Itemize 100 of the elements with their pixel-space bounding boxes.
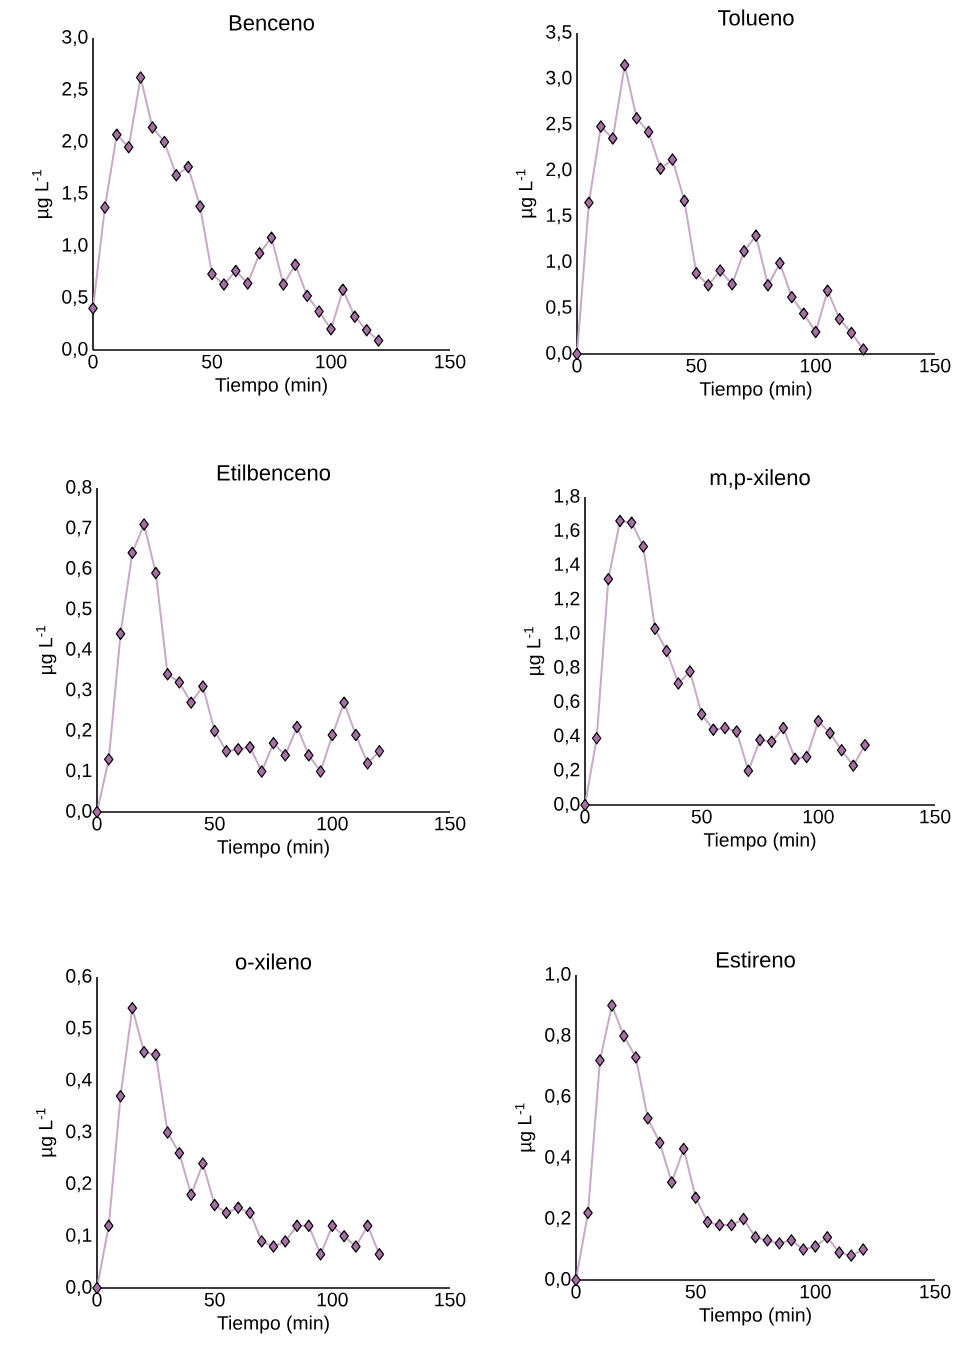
point xyxy=(591,732,602,745)
point xyxy=(351,1240,361,1253)
point xyxy=(836,744,847,757)
point xyxy=(626,516,637,529)
y-tick-label: 3,0 xyxy=(62,29,88,46)
point xyxy=(127,546,138,559)
point xyxy=(174,1147,185,1160)
point xyxy=(186,696,196,709)
point xyxy=(186,1188,196,1201)
point xyxy=(195,200,205,213)
point xyxy=(690,1191,701,1204)
point xyxy=(362,757,373,770)
point xyxy=(339,1229,349,1243)
y-tick-label: 1,0 xyxy=(546,254,572,271)
y-tick-label: 0,4 xyxy=(554,728,580,745)
point xyxy=(139,1045,149,1059)
point xyxy=(702,1215,713,1229)
y-tick-label: 0,6 xyxy=(66,561,92,577)
point xyxy=(834,312,845,326)
x-tick-label: 0 xyxy=(92,816,102,831)
y-tick-label: 0,3 xyxy=(66,682,92,699)
x-tick-label: 150 xyxy=(435,816,466,831)
y-tick-label: 0,6 xyxy=(545,1089,571,1105)
x-tick-label: 100 xyxy=(317,816,348,831)
point xyxy=(103,753,114,766)
point xyxy=(147,121,158,134)
point xyxy=(207,267,217,281)
y-tick-label: 0,2 xyxy=(66,723,92,739)
point xyxy=(245,1206,255,1220)
point xyxy=(619,1029,629,1043)
point xyxy=(661,644,672,658)
x-axis-title: Tiempo (min) xyxy=(217,1315,329,1334)
point xyxy=(221,745,232,758)
point xyxy=(858,1243,869,1256)
point xyxy=(374,745,385,758)
point xyxy=(691,267,702,280)
y-tick-label: 2,5 xyxy=(62,81,88,98)
y-tick-label: 2,5 xyxy=(546,116,572,133)
y-tick-label: 0,2 xyxy=(545,1211,571,1227)
x-tick-label: 0 xyxy=(572,358,582,373)
y-tick-label: 1,2 xyxy=(554,591,580,608)
point xyxy=(290,258,301,271)
y-tick-label: 1,5 xyxy=(62,186,88,202)
y-tick-label: 0,0 xyxy=(545,1272,571,1288)
chart-title: Etilbenceno xyxy=(217,464,331,481)
point xyxy=(643,125,654,139)
point xyxy=(198,680,208,693)
point xyxy=(112,128,122,141)
point xyxy=(679,194,690,208)
point xyxy=(822,284,833,297)
point xyxy=(673,677,684,690)
point xyxy=(650,622,660,635)
y-tick-label: 0,1 xyxy=(66,1228,92,1245)
x-tick-label: 100 xyxy=(800,1284,831,1299)
y-tick-label: 1,0 xyxy=(545,967,571,983)
point xyxy=(775,256,785,270)
point xyxy=(822,1231,833,1244)
point xyxy=(608,132,618,145)
point xyxy=(655,162,666,175)
point xyxy=(374,1248,385,1261)
point xyxy=(115,627,126,640)
point xyxy=(715,264,726,277)
point xyxy=(813,714,824,728)
x-tick-label: 100 xyxy=(801,358,832,373)
x-tick-label: 150 xyxy=(435,1292,466,1307)
point xyxy=(743,764,754,777)
point xyxy=(584,196,594,209)
point xyxy=(763,279,773,292)
y-tick-label: 0,5 xyxy=(66,601,92,618)
point xyxy=(762,1234,773,1247)
point xyxy=(151,1048,161,1061)
point xyxy=(607,999,617,1012)
x-tick-label: 50 xyxy=(686,358,707,373)
point xyxy=(846,1249,857,1262)
y-axis-title: µg L$^{-1}$ xyxy=(35,1108,57,1157)
y-tick-label: 2,0 xyxy=(62,133,88,150)
point xyxy=(304,749,314,762)
chart-title: o-xileno xyxy=(235,953,312,970)
point xyxy=(88,302,98,315)
y-tick-label: 0,5 xyxy=(546,300,572,317)
x-tick-label: 150 xyxy=(920,358,951,373)
point xyxy=(825,726,835,740)
y-tick-label: 0,0 xyxy=(66,1280,92,1296)
point xyxy=(268,736,279,750)
point xyxy=(254,247,265,260)
x-tick-label: 50 xyxy=(204,816,225,831)
point xyxy=(256,765,267,778)
point xyxy=(139,518,149,531)
point xyxy=(350,310,360,323)
point xyxy=(151,566,161,580)
y-tick-label: 0,6 xyxy=(66,969,92,985)
x-tick-label: 50 xyxy=(204,1292,225,1307)
y-axis-title: µg L$^{-1}$ xyxy=(514,1103,536,1152)
point xyxy=(302,289,312,303)
point xyxy=(801,750,812,764)
y-tick-label: 0,6 xyxy=(554,694,580,711)
point xyxy=(127,1001,138,1015)
point xyxy=(198,1157,208,1170)
x-axis-title: Tiempo (min) xyxy=(215,377,327,396)
point xyxy=(326,322,336,336)
